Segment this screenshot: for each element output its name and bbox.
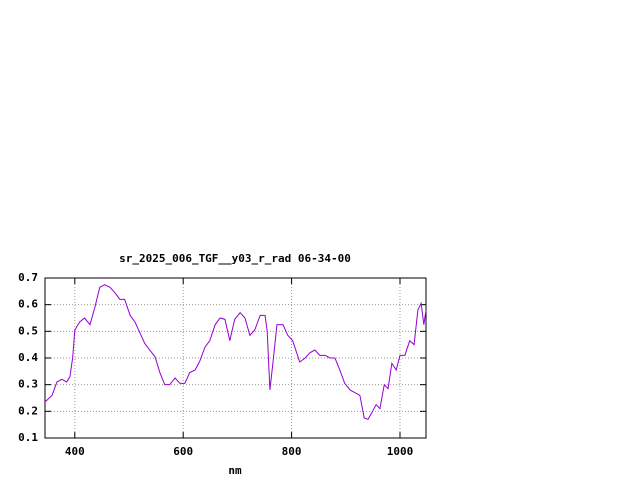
plot-frame	[44, 277, 427, 439]
y-tick-label: 0.4	[18, 351, 38, 364]
x-axis-label: nm	[228, 464, 242, 477]
x-tick-label: 600	[173, 445, 193, 458]
x-tick-label: 800	[282, 445, 302, 458]
data-line	[44, 284, 427, 420]
y-tick-label: 0.1	[18, 431, 38, 444]
y-tick-label: 0.3	[18, 378, 38, 391]
x-tick-label: 1000	[387, 445, 414, 458]
y-tick-label: 0.6	[18, 298, 38, 311]
y-tick-label: 0.5	[18, 324, 38, 337]
chart-title: sr_2025_006_TGF__y03_r_rad 06-34-00	[119, 252, 351, 265]
x-tick-label: 400	[65, 445, 85, 458]
y-tick-label: 0.7	[18, 271, 38, 284]
y-tick-label: 0.2	[18, 404, 38, 417]
